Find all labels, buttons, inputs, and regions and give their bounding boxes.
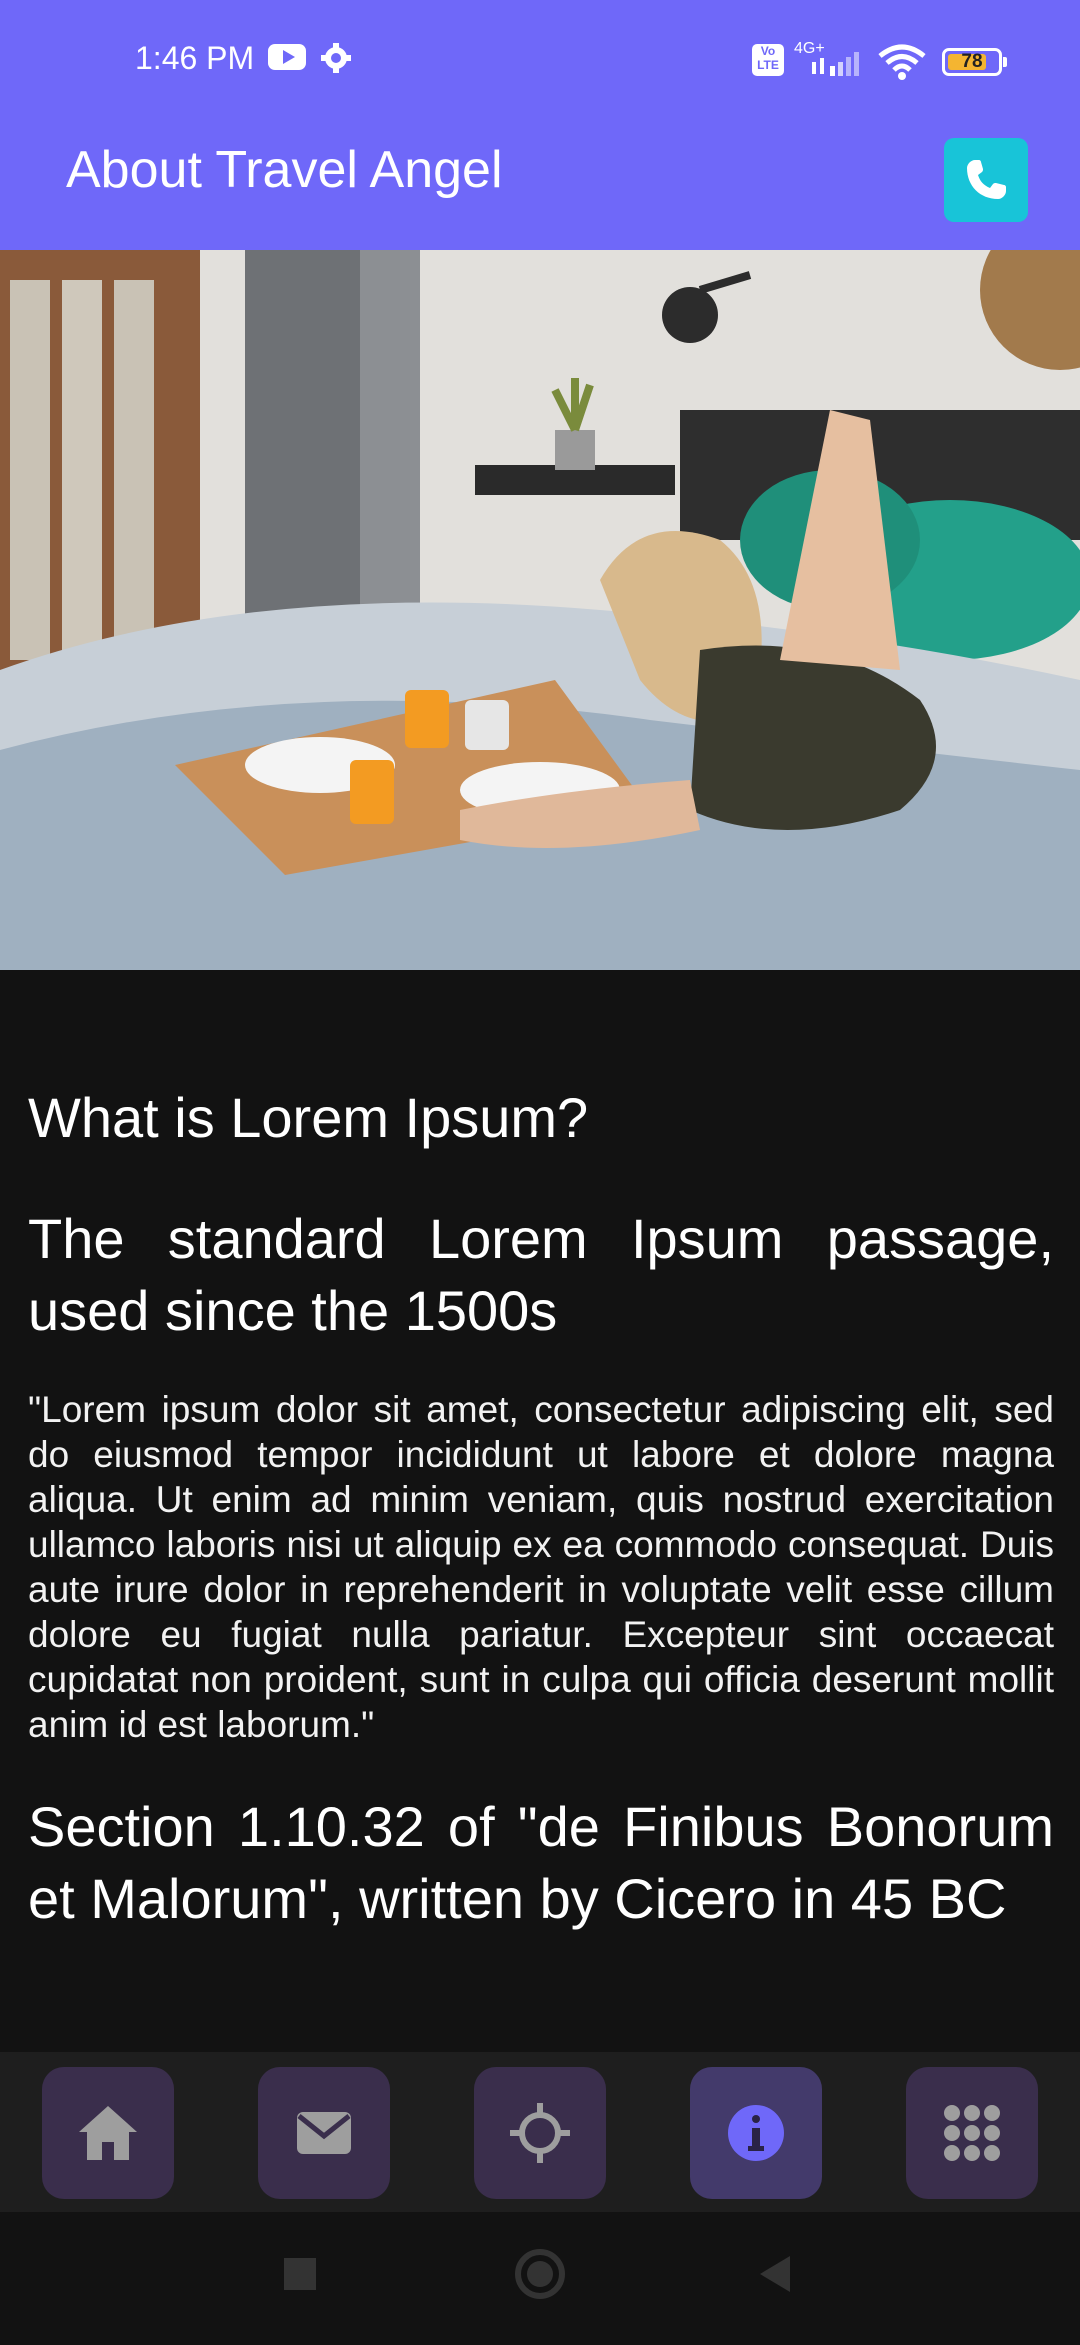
hero-image <box>0 250 1080 970</box>
status-bar: 1:46 PM Vo LTE 4G+ 78 <box>0 0 1080 125</box>
youtube-icon <box>268 44 306 70</box>
lorem-paragraph: "Lorem ipsum dolor sit amet, consectetur… <box>28 1389 1054 1745</box>
heading-section-1-10-32: Section 1.10.32 of "de Finibus Bonorum e… <box>28 1795 1054 1930</box>
status-time: 1:46 PM <box>135 40 255 76</box>
page-title: About Travel Angel <box>66 141 503 199</box>
grid-icon <box>944 2105 1000 2161</box>
recents-button[interactable] <box>284 2258 316 2290</box>
back-button[interactable] <box>760 2256 790 2292</box>
info-icon <box>728 2105 784 2161</box>
system-nav-icons <box>284 2249 790 2299</box>
app-header: 1:46 PM Vo LTE 4G+ 78 <box>0 0 1080 250</box>
heading-what-is: What is Lorem Ipsum? <box>28 1086 589 1149</box>
home-system-dot <box>527 2261 553 2287</box>
home-system-button[interactable] <box>515 2249 565 2299</box>
volte-icon: Vo LTE <box>752 44 784 76</box>
photo-woman-breakfast-in-bed <box>0 250 1080 970</box>
battery-fill <box>948 54 986 70</box>
nav-mail-button[interactable] <box>258 2067 390 2199</box>
nav-menu-button[interactable] <box>906 2067 1038 2199</box>
nav-home-button[interactable] <box>42 2067 174 2199</box>
mail-icon <box>297 2112 351 2154</box>
network-type: 4G+ <box>794 40 825 57</box>
battery-percent: 78 <box>961 51 983 72</box>
heading-standard-passage: The standard Lorem Ipsum passage, used s… <box>28 1207 1054 1342</box>
call-button[interactable] <box>944 138 1028 222</box>
system-navigation-bar <box>0 2212 1080 2340</box>
nav-location-button[interactable] <box>474 2067 606 2199</box>
home-icon <box>79 2106 137 2160</box>
gear-icon <box>321 43 351 73</box>
battery-indicator: 78 <box>942 48 1007 76</box>
content-area: What is Lorem Ipsum? The standard Lorem … <box>28 1085 1054 1975</box>
location-icon <box>510 2103 570 2163</box>
bottom-navigation <box>0 2052 1080 2212</box>
wifi-icon <box>878 44 926 80</box>
phone-icon <box>967 160 1006 199</box>
nav-info-button[interactable] <box>690 2067 822 2199</box>
signal-icon <box>812 52 859 76</box>
